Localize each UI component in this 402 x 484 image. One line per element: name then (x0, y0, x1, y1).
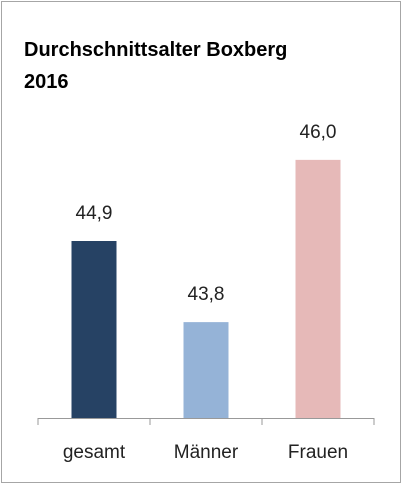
bar (183, 322, 229, 418)
x-tick-label: gesamt (63, 442, 126, 463)
bar (71, 241, 117, 418)
x-tick-label: Männer (174, 442, 239, 463)
data-label: 44,9 (76, 203, 113, 224)
data-label: 43,8 (188, 284, 225, 305)
x-tick-label: Frauen (288, 442, 348, 463)
bar (295, 159, 341, 418)
chart-title: Durchschnittsalter Boxberg 2016 (24, 39, 288, 93)
data-label: 46,0 (300, 122, 337, 143)
